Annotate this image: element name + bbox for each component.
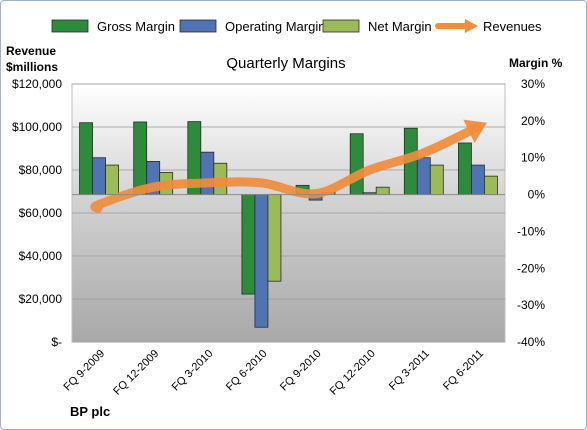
right-tick-label: 0% — [528, 188, 546, 202]
bar-net-margin — [375, 186, 390, 195]
x-tick-label: FQ 12-2010 — [328, 348, 378, 398]
chart-title: Quarterly Margins — [226, 55, 345, 72]
left-tick-label: $40,000 — [19, 249, 63, 263]
left-axis-ticks: $- $20,000 $40,000 $60,000 $80,000 $100,000 $1… — [12, 77, 62, 349]
legend-label: Revenues — [483, 19, 542, 34]
left-tick-label: $120,000 — [12, 77, 62, 91]
right-axis-ticks: -40% -30% -20% -10% 0% 10% 20% 30% — [517, 77, 545, 349]
right-tick-label: 30% — [521, 77, 545, 91]
x-tick-label: FQ 6-2011 — [441, 348, 486, 393]
legend-label: Operating Margin — [225, 19, 325, 34]
right-tick-label: -40% — [517, 335, 545, 349]
legend-swatch — [179, 19, 217, 33]
legend-swatch-arrow — [465, 19, 478, 33]
right-tick-label: -30% — [517, 298, 545, 312]
right-tick-label: -10% — [517, 224, 545, 238]
revenue-line-group — [90, 119, 487, 213]
left-tick-label: $100,000 — [12, 120, 62, 134]
left-tick-label: $80,000 — [19, 163, 63, 177]
bar-net-margin — [429, 164, 444, 195]
left-tick-label: $20,000 — [19, 292, 63, 306]
legend-label: Net Margin — [368, 19, 432, 34]
legend-swatch — [322, 19, 360, 33]
x-tick-label: FQ 9-2009 — [62, 348, 108, 394]
left-axis-label-line2: $millions — [6, 60, 58, 74]
left-axis-label-line1: Revenue — [6, 44, 56, 58]
bar-operating-margin — [254, 194, 269, 328]
revenue-line — [90, 122, 483, 213]
right-tick-label: 10% — [521, 151, 545, 165]
left-tick-label: $- — [51, 335, 62, 349]
x-tick-label: FQ 3-2010 — [170, 348, 216, 394]
bar-operating-margin — [471, 164, 485, 195]
bar-gross-margin — [241, 194, 256, 295]
x-tick-label: FQ 12-2009 — [111, 348, 161, 398]
bar-operating-margin — [416, 157, 431, 195]
bar-gross-margin — [458, 142, 472, 195]
bar-operating-margin — [92, 157, 106, 195]
company-label: BP plc — [70, 404, 110, 419]
x-tick-label: FQ 9-2010 — [278, 348, 324, 394]
right-axis-label: Margin % — [509, 56, 563, 70]
legend: Gross Margin Operating Margin Net Margin Re… — [51, 19, 542, 34]
x-axis-ticks: FQ 9-2009 FQ 12-2009 FQ 3-2010 FQ 6-2010 FQ … — [62, 348, 487, 398]
x-tick-label: FQ 3-2011 — [387, 348, 432, 393]
x-tick-label: FQ 6-2010 — [224, 348, 270, 394]
bar-operating-margin — [200, 151, 215, 195]
revenue-arrowhead — [463, 119, 487, 144]
right-tick-label: 20% — [521, 114, 545, 128]
bar-gross-margin — [349, 133, 364, 195]
right-tick-label: -20% — [517, 261, 545, 275]
legend-swatch — [51, 19, 89, 33]
left-tick-label: $60,000 — [19, 206, 63, 220]
bar-gross-margin — [133, 121, 148, 195]
bar-gross-margin — [79, 122, 93, 195]
bar-net-margin — [267, 194, 282, 282]
bar-net-margin — [105, 164, 119, 195]
legend-label: Gross Margin — [97, 19, 175, 34]
bar-net-margin — [484, 175, 498, 195]
